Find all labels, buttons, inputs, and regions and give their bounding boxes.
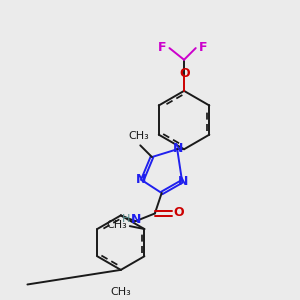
Text: N: N [173, 142, 183, 155]
Text: N: N [131, 213, 142, 226]
Text: H: H [122, 214, 130, 224]
Text: N: N [178, 175, 188, 188]
Text: F: F [158, 40, 166, 54]
Text: O: O [174, 206, 184, 219]
Text: F: F [199, 40, 207, 54]
Text: CH₃: CH₃ [106, 220, 127, 230]
Text: CH₃: CH₃ [128, 131, 149, 142]
Text: CH₃: CH₃ [110, 287, 131, 297]
Text: N: N [136, 173, 146, 186]
Text: O: O [180, 67, 190, 80]
